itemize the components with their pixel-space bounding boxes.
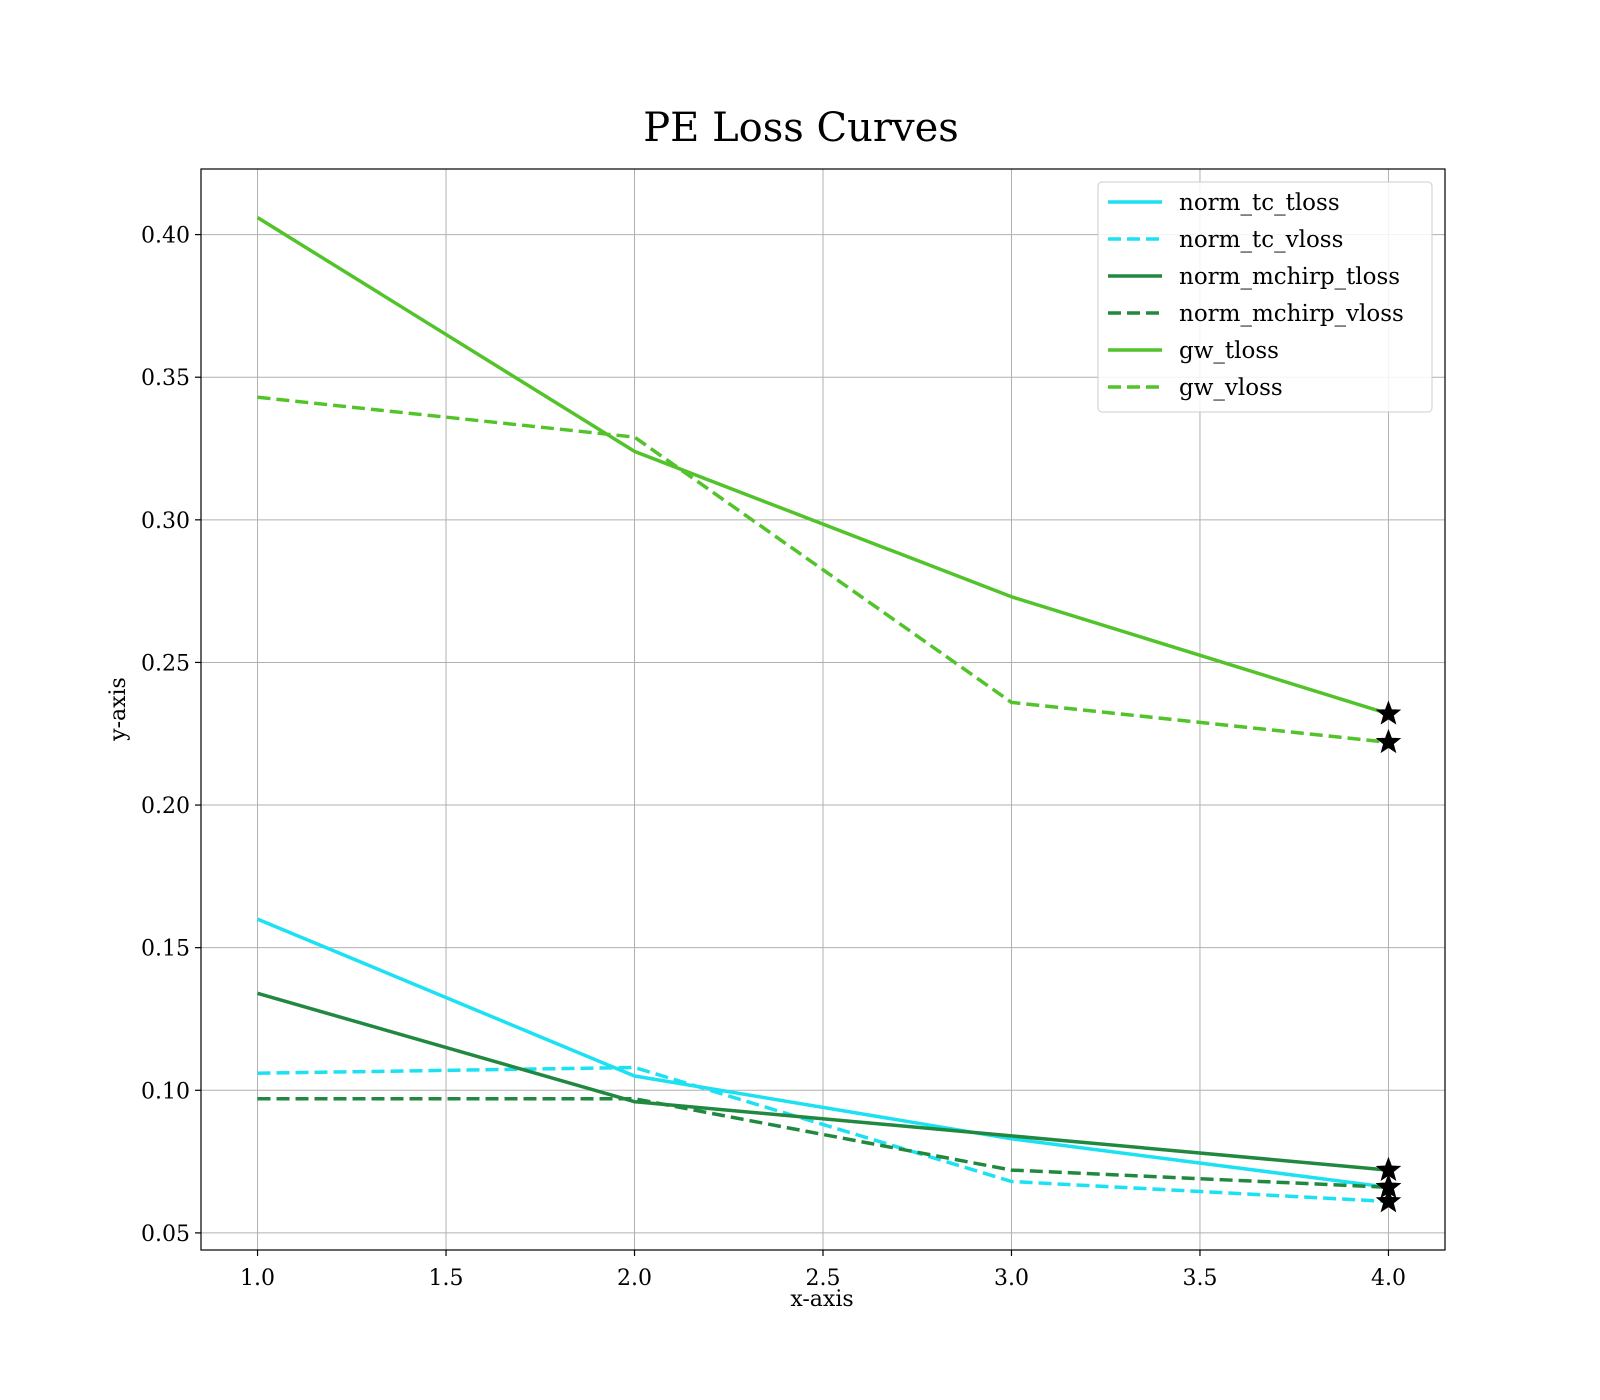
legend-label: gw_tloss — [1179, 338, 1279, 364]
end-markers — [1375, 700, 1402, 1213]
x-tick-label: 2.5 — [806, 1266, 841, 1291]
x-tick-label: 3.5 — [1182, 1266, 1217, 1291]
x-axis-label: x-axis — [790, 1287, 853, 1312]
end-star-marker — [1375, 1188, 1402, 1213]
x-tick-label: 2.0 — [617, 1266, 652, 1291]
legend-label: norm_tc_tloss — [1179, 190, 1340, 216]
series-line-norm-tc-vloss — [257, 1065, 1389, 1204]
y-tick-label: 0.15 — [141, 937, 190, 962]
series-line-norm-tc-tloss — [256, 917, 1389, 1190]
y-tick-label: 0.35 — [141, 366, 190, 391]
y-tick-label: 0.05 — [141, 1222, 190, 1247]
y-ticks: 0.05 0.10 0.15 0.20 0.25 0.30 0.35 0.40 — [141, 224, 201, 1247]
series-line-gw-vloss — [257, 395, 1389, 745]
series-line-norm-mchirp-tloss — [257, 991, 1389, 1172]
x-tick-label: 1.5 — [429, 1266, 464, 1291]
legend-label: norm_mchirp_tloss — [1179, 264, 1400, 290]
legend-label: norm_mchirp_vloss — [1179, 301, 1404, 327]
end-star-marker — [1375, 728, 1402, 754]
chart-title: PE Loss Curves — [643, 105, 959, 151]
series-group — [256, 216, 1390, 1204]
y-tick-label: 0.40 — [141, 224, 190, 249]
legend-label: gw_vloss — [1179, 375, 1283, 401]
y-tick-label: 0.10 — [141, 1079, 190, 1104]
end-star-marker — [1375, 700, 1402, 725]
legend-box — [1097, 181, 1433, 413]
y-tick-label: 0.30 — [141, 509, 190, 534]
series-line-gw-tloss — [256, 216, 1390, 716]
x-tick-label: 3.0 — [994, 1266, 1029, 1291]
y-tick-label: 0.25 — [141, 651, 190, 676]
end-star-marker — [1375, 1173, 1402, 1199]
y-tick-label: 0.20 — [141, 794, 190, 819]
x-ticks: 1.0 1.5 2.0 2.5 3.0 3.5 4.0 — [240, 1250, 1406, 1291]
x-tick-label: 1.0 — [240, 1266, 275, 1291]
x-tick-label: 4.0 — [1371, 1266, 1406, 1291]
y-axis-label: y-axis — [106, 677, 131, 742]
legend-label: norm_tc_vloss — [1179, 227, 1343, 253]
legend: norm_tc_tloss norm_tc_vloss norm_mchirp_tl… — [1097, 181, 1433, 413]
